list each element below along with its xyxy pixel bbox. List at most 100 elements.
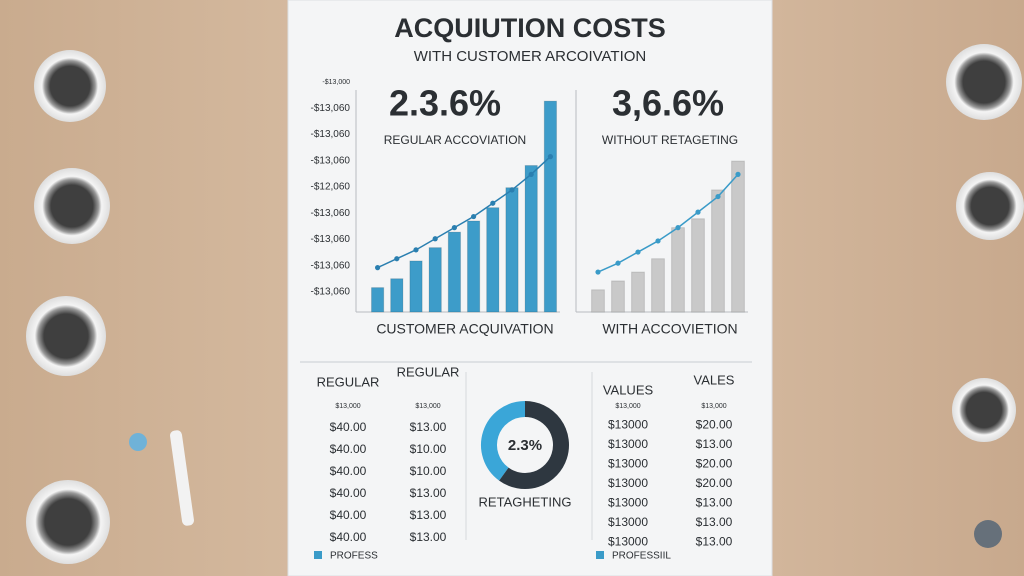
axis-label: -$13,060 bbox=[311, 155, 351, 166]
bar bbox=[543, 100, 558, 313]
trend-point bbox=[695, 209, 701, 215]
table-cell: $13.00 bbox=[410, 508, 447, 522]
trend-point bbox=[375, 265, 381, 271]
table-cell: $13000 bbox=[608, 515, 648, 529]
bar bbox=[486, 207, 500, 313]
big-stat: 2.3.6% bbox=[389, 83, 501, 124]
cups bbox=[26, 44, 1024, 564]
table-cell: $13,000 bbox=[335, 403, 360, 410]
table-cell: $20.00 bbox=[696, 476, 733, 490]
table-cell: $40.00 bbox=[330, 420, 367, 434]
axis-label: -$13,060 bbox=[311, 208, 351, 219]
table-cell: $13000 bbox=[608, 437, 648, 451]
axis-label: -$13,060 bbox=[311, 103, 351, 114]
footer-text: PROFESS bbox=[330, 551, 378, 562]
trend-point bbox=[528, 171, 534, 177]
table-cell: $40.00 bbox=[330, 530, 367, 544]
table-cell: $13000 bbox=[608, 496, 648, 510]
clip bbox=[129, 433, 147, 451]
trend-point bbox=[675, 225, 681, 231]
table-cell: $13000 bbox=[608, 457, 648, 471]
stat-label: WITHOUT RETAGETING bbox=[602, 133, 738, 147]
table-cell: $10.00 bbox=[410, 464, 447, 478]
table-cell: $40.00 bbox=[330, 508, 367, 522]
bar bbox=[611, 280, 625, 313]
bar bbox=[591, 289, 605, 313]
trend-point bbox=[655, 238, 661, 244]
axis-label: -$13,000 bbox=[322, 79, 350, 86]
cup bbox=[34, 168, 110, 244]
table-header: REGULAR bbox=[397, 364, 460, 379]
cup bbox=[34, 50, 106, 122]
trend-point bbox=[509, 187, 515, 193]
chart-caption: CUSTOMER ACQUIVATION bbox=[376, 321, 553, 337]
trend-point bbox=[451, 225, 457, 231]
trend-point bbox=[715, 193, 721, 200]
table-cell: $13.00 bbox=[696, 535, 733, 549]
axis-label: -$12,060 bbox=[311, 182, 351, 193]
footer-text: PROFESSIIL bbox=[612, 551, 671, 562]
table-cell: $40.00 bbox=[330, 486, 367, 500]
cup bbox=[946, 44, 1022, 120]
footer-icon bbox=[314, 551, 322, 559]
bar bbox=[370, 287, 385, 313]
bar bbox=[390, 278, 404, 313]
chart-caption: WITH ACCOVIETION bbox=[602, 321, 737, 337]
table-cell: $13000 bbox=[608, 418, 648, 432]
stat-label: REGULAR ACCOVIATION bbox=[384, 133, 526, 147]
bar bbox=[409, 260, 423, 313]
bar bbox=[651, 258, 665, 313]
table-cell: $13.00 bbox=[696, 515, 733, 529]
bar bbox=[691, 218, 705, 313]
trend-line bbox=[597, 173, 739, 273]
table-cell: $20.00 bbox=[696, 418, 733, 432]
footer-icon bbox=[596, 551, 604, 559]
table-cell: $13.00 bbox=[410, 486, 447, 500]
bar bbox=[466, 220, 481, 313]
donut-label: 2.3% bbox=[508, 437, 542, 454]
table-cell: $10.00 bbox=[410, 442, 447, 456]
bar bbox=[505, 187, 519, 313]
trend-point bbox=[595, 269, 601, 275]
axis-label: -$13,060 bbox=[311, 234, 351, 245]
donut-segment bbox=[481, 401, 526, 481]
table-cell: $13.00 bbox=[696, 496, 733, 510]
bar bbox=[428, 247, 442, 313]
bar bbox=[524, 164, 538, 313]
table-cell: $40.00 bbox=[330, 464, 367, 478]
bar bbox=[671, 227, 685, 313]
table-header: VALES bbox=[694, 372, 735, 387]
cup bbox=[952, 378, 1016, 442]
cup bbox=[26, 296, 106, 376]
trend-point bbox=[735, 171, 741, 177]
title: ACQUIUTION COSTS bbox=[394, 13, 666, 43]
subtitle: WITH CUSTOMER ARCOIVATION bbox=[414, 48, 647, 65]
trend-point bbox=[394, 256, 400, 262]
trend-point bbox=[413, 247, 419, 253]
table-cell: $40.00 bbox=[330, 442, 367, 456]
table-cell: $13000 bbox=[608, 476, 648, 490]
bar bbox=[447, 231, 462, 313]
table-cell: $20.00 bbox=[696, 457, 733, 471]
trend-line bbox=[377, 156, 551, 269]
table-cell: $13,000 bbox=[615, 403, 640, 410]
table-cell: $13,000 bbox=[415, 403, 440, 410]
trend-point bbox=[432, 236, 438, 242]
table-cell: $13.00 bbox=[410, 420, 447, 434]
donut-caption: RETAGHETING bbox=[479, 494, 572, 509]
axis-label: -$13,060 bbox=[311, 260, 351, 271]
donut-segment bbox=[499, 401, 569, 489]
trend-point bbox=[615, 260, 621, 266]
axis-label: -$13,060 bbox=[311, 287, 351, 298]
table-cell: $13000 bbox=[608, 535, 648, 549]
trend-point bbox=[547, 154, 554, 160]
axis-label: -$13,060 bbox=[311, 129, 351, 140]
table-cell: $13.00 bbox=[696, 437, 733, 451]
cup bbox=[26, 480, 110, 564]
trend-point bbox=[635, 249, 641, 255]
bar bbox=[631, 271, 645, 313]
big-stat: 3,6.6% bbox=[612, 83, 724, 124]
trend-point bbox=[490, 200, 496, 206]
trend-point bbox=[471, 213, 477, 220]
